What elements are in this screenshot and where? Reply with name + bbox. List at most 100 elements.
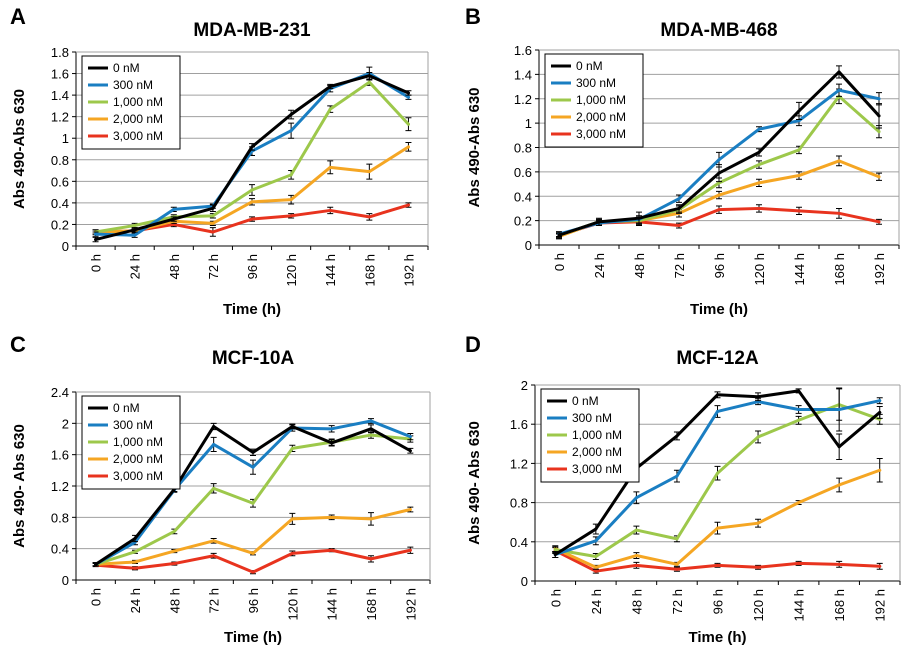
data-point <box>133 536 137 540</box>
data-point <box>328 208 332 212</box>
data-point <box>406 203 410 207</box>
legend-label: 2,000 nM <box>576 110 626 124</box>
data-point <box>408 508 412 511</box>
series-2000nm-nm <box>552 458 883 570</box>
data-point <box>797 174 801 178</box>
data-point <box>757 206 761 210</box>
data-point <box>877 220 881 224</box>
data-point <box>757 181 761 185</box>
legend-label: 3,000 nM <box>113 469 163 483</box>
y-tick-label: 1 <box>62 131 69 146</box>
data-point <box>837 408 841 411</box>
x-tick-label: 24 h <box>592 253 607 278</box>
x-tick-label: 192 h <box>403 588 418 621</box>
data-point <box>330 515 334 519</box>
data-point <box>290 424 294 428</box>
y-tick-label: 0.2 <box>514 214 532 229</box>
data-point <box>716 393 719 397</box>
data-point <box>756 395 760 399</box>
x-axis-label: Time (h) <box>690 301 748 318</box>
x-tick-label: 96 h <box>712 253 727 278</box>
data-point <box>369 557 373 561</box>
data-point <box>837 70 841 74</box>
data-point <box>675 434 679 438</box>
data-point <box>369 517 373 521</box>
legend-label: 300 nM <box>572 411 612 425</box>
x-tick-label: 48 h <box>629 589 644 614</box>
y-tick-label: 0.4 <box>51 542 69 557</box>
data-point <box>716 526 719 530</box>
panel-letter: C <box>10 332 26 357</box>
x-tick-label: 120 h <box>285 588 300 621</box>
x-axis-label: Time (h) <box>688 629 746 646</box>
data-point <box>594 565 598 569</box>
y-tick-label: 1.6 <box>51 67 69 82</box>
data-point <box>837 159 841 163</box>
data-point <box>289 129 293 133</box>
data-point <box>677 197 681 201</box>
y-tick-label: 0 <box>521 574 528 589</box>
data-point <box>837 211 841 215</box>
data-point <box>837 483 841 487</box>
legend: 0 nM 300 nM 1,000 nM 2,000 nM 3,000 nM <box>81 55 181 150</box>
data-point <box>251 465 255 469</box>
data-point <box>406 122 410 126</box>
y-tick-label: 0.2 <box>51 217 69 232</box>
data-point <box>594 569 598 573</box>
data-point <box>251 551 255 555</box>
data-point <box>251 450 255 454</box>
data-point <box>94 232 98 236</box>
data-point <box>797 148 801 152</box>
data-point <box>330 441 334 445</box>
data-point <box>406 145 410 149</box>
x-axis-label: Time (h) <box>224 629 282 646</box>
data-point <box>367 80 371 84</box>
data-point <box>172 217 176 221</box>
x-tick-label: 0 h <box>89 588 104 606</box>
data-point <box>211 214 215 218</box>
y-tick-label: 1.4 <box>514 67 532 82</box>
data-point <box>290 446 294 450</box>
data-point <box>172 549 176 553</box>
x-tick-label: 192 h <box>872 253 887 286</box>
data-point <box>289 113 293 117</box>
data-point <box>172 207 176 211</box>
x-tick-label: 0 h <box>89 254 104 272</box>
data-point <box>716 409 719 413</box>
data-point <box>594 555 598 558</box>
data-point <box>597 220 601 224</box>
legend-label: 300 nM <box>113 78 153 92</box>
data-point <box>634 563 638 567</box>
y-tick-label: 0 <box>62 573 69 588</box>
data-point <box>328 165 332 169</box>
x-tick-label: 168 h <box>364 588 379 621</box>
data-point <box>797 501 801 505</box>
y-tick-label: 1.2 <box>51 479 69 494</box>
chart-title: MDA-MB-231 <box>193 20 311 41</box>
x-tick-label: 96 h <box>245 254 260 279</box>
x-tick-label: 72 h <box>670 589 685 614</box>
data-point <box>675 474 679 478</box>
series-0nm-nm <box>556 65 882 239</box>
y-tick-label: 2.4 <box>51 385 69 400</box>
data-point <box>878 468 882 472</box>
x-tick-label: 168 h <box>362 254 377 287</box>
series-3000nm-nm <box>92 546 414 575</box>
y-axis-label: Abs 490- Abs 630 <box>466 421 483 545</box>
y-axis-label: Abs 490-Abs 630 <box>11 89 28 209</box>
legend-label: 300 nM <box>113 418 153 432</box>
data-point <box>212 539 216 543</box>
x-tick-label: 72 h <box>207 588 222 613</box>
x-tick-label: 96 h <box>711 589 726 614</box>
data-point <box>716 471 719 475</box>
data-point <box>757 150 761 154</box>
data-point <box>290 517 294 521</box>
data-point <box>251 501 255 505</box>
chart-panel-c: C MCF-10A 0 0.4 0.8 1.2 1.6 2 2.4 0 h 24 h 48 h 72 h… <box>10 332 431 646</box>
legend: 0 nM 300 nM 1,000 nM 2,000 nM 3,000 nM <box>544 53 644 148</box>
data-point <box>797 389 801 393</box>
legend: 0 nM 300 nM 1,000 nM 2,000 nM 3,000 nM <box>81 395 181 490</box>
x-tick-label: 120 h <box>752 253 767 286</box>
legend-label: 2,000 nM <box>113 452 163 466</box>
